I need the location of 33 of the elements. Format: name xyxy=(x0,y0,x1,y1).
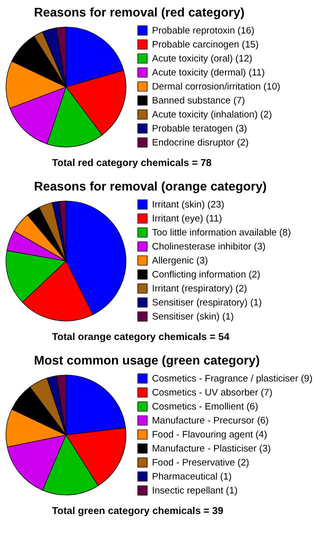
legend-label: Manufacture - Precursor (6) xyxy=(152,416,269,426)
chart-title: Reasons for removal (red category) xyxy=(34,6,244,20)
legend-label: Cosmetics - Emollient (6) xyxy=(152,402,258,412)
chart-title: Most common usage (green category) xyxy=(34,354,260,368)
legend-label: Irritant (eye) (11) xyxy=(152,214,222,224)
legend-label: Cholinesterase inhibitor (3) xyxy=(152,242,266,252)
legend-label: Too little information available (8) xyxy=(152,228,291,238)
legend-label: Irritant (skin) (23) xyxy=(152,200,224,210)
text: Total green category chemicals = 39 xyxy=(52,506,224,517)
legend-label: Acute toxicity (inhalation) (2) xyxy=(152,110,272,120)
legend-label: Cosmetics - UV absorber (7) xyxy=(152,388,272,398)
legend-label: Probable reprotoxin (16) xyxy=(152,26,254,36)
legend-label: Acute toxicity (dermal) (11) xyxy=(152,68,265,78)
legend-label: Sensitiser (skin) (1) xyxy=(152,312,234,322)
legend-label: Probable carcinogen (15) xyxy=(152,40,259,50)
legend-label: Probable teratogen (3) xyxy=(152,124,248,134)
legend-label: Irritant (respiratory) (2) xyxy=(152,284,248,294)
legend-label: Dermal corrosion/irritation (10) xyxy=(152,82,280,92)
legend-label: Banned substance (7) xyxy=(152,96,245,106)
legend-label: Endocrine disruptor (2) xyxy=(152,138,249,148)
legend-label: Acute toxicity (oral) (12) xyxy=(152,54,252,64)
legend-label: Food - Flavouring agent (4) xyxy=(152,430,268,440)
legend-label: Pharmaceutical (1) xyxy=(152,472,232,482)
legend-label: Sensitiser (respiratory) (1) xyxy=(152,298,262,308)
text: Total orange category chemicals = 54 xyxy=(52,332,230,343)
text: Total red category chemicals = 78 xyxy=(52,158,212,169)
chart-title: Reasons for removal (orange category) xyxy=(34,180,267,194)
legend-label: Manufacture - Plasticiser (3) xyxy=(152,444,271,454)
legend-label: Insectic repellant (1) xyxy=(152,486,238,496)
legend-label: Food - Preservative (2) xyxy=(152,458,250,468)
legend-label: Cosmetics - Fragrance / plasticiser (9) xyxy=(152,374,312,384)
legend-label: Conflicting information (2) xyxy=(152,270,260,280)
legend-label: Allergenic (3) xyxy=(152,256,208,266)
